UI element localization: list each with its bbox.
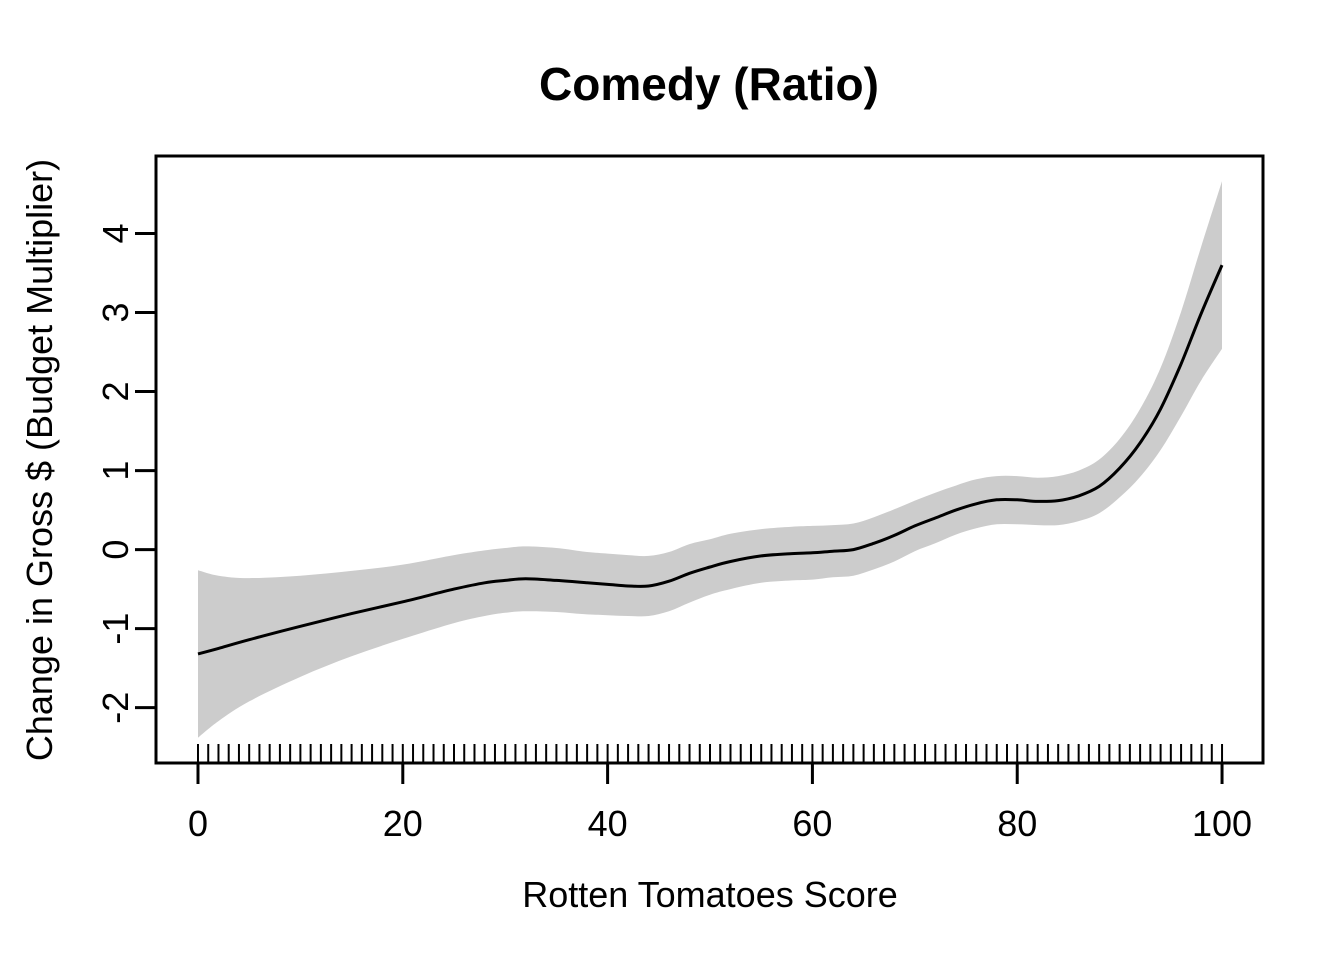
x-tick-label: 60 — [792, 803, 832, 844]
x-tick-label: 0 — [188, 803, 208, 844]
y-tick-label: 1 — [95, 461, 136, 481]
x-tick-label: 100 — [1192, 803, 1252, 844]
plot-area: 0 20 40 60 80 100 -2 -1 0 1 2 3 4 — [95, 154, 1265, 844]
plot-box — [154, 154, 1265, 765]
y-tick-label: 4 — [95, 223, 136, 243]
y-axis-label: Change in Gross $ (Budget Multiplier) — [19, 159, 60, 761]
y-tick-label: 3 — [95, 302, 136, 322]
x-tick-label: 20 — [383, 803, 423, 844]
confidence-band — [198, 181, 1222, 738]
x-axis-label: Rotten Tomatoes Score — [522, 874, 898, 915]
x-tick-label: 40 — [588, 803, 628, 844]
fit-line — [197, 264, 1224, 656]
chart-title: Comedy (Ratio) — [539, 58, 879, 110]
y-tick-label: -1 — [95, 613, 136, 645]
y-tick-label: -2 — [95, 692, 136, 724]
x-tick-label: 80 — [997, 803, 1037, 844]
y-tick-label: 0 — [95, 540, 136, 560]
y-tick-label: 2 — [95, 381, 136, 401]
